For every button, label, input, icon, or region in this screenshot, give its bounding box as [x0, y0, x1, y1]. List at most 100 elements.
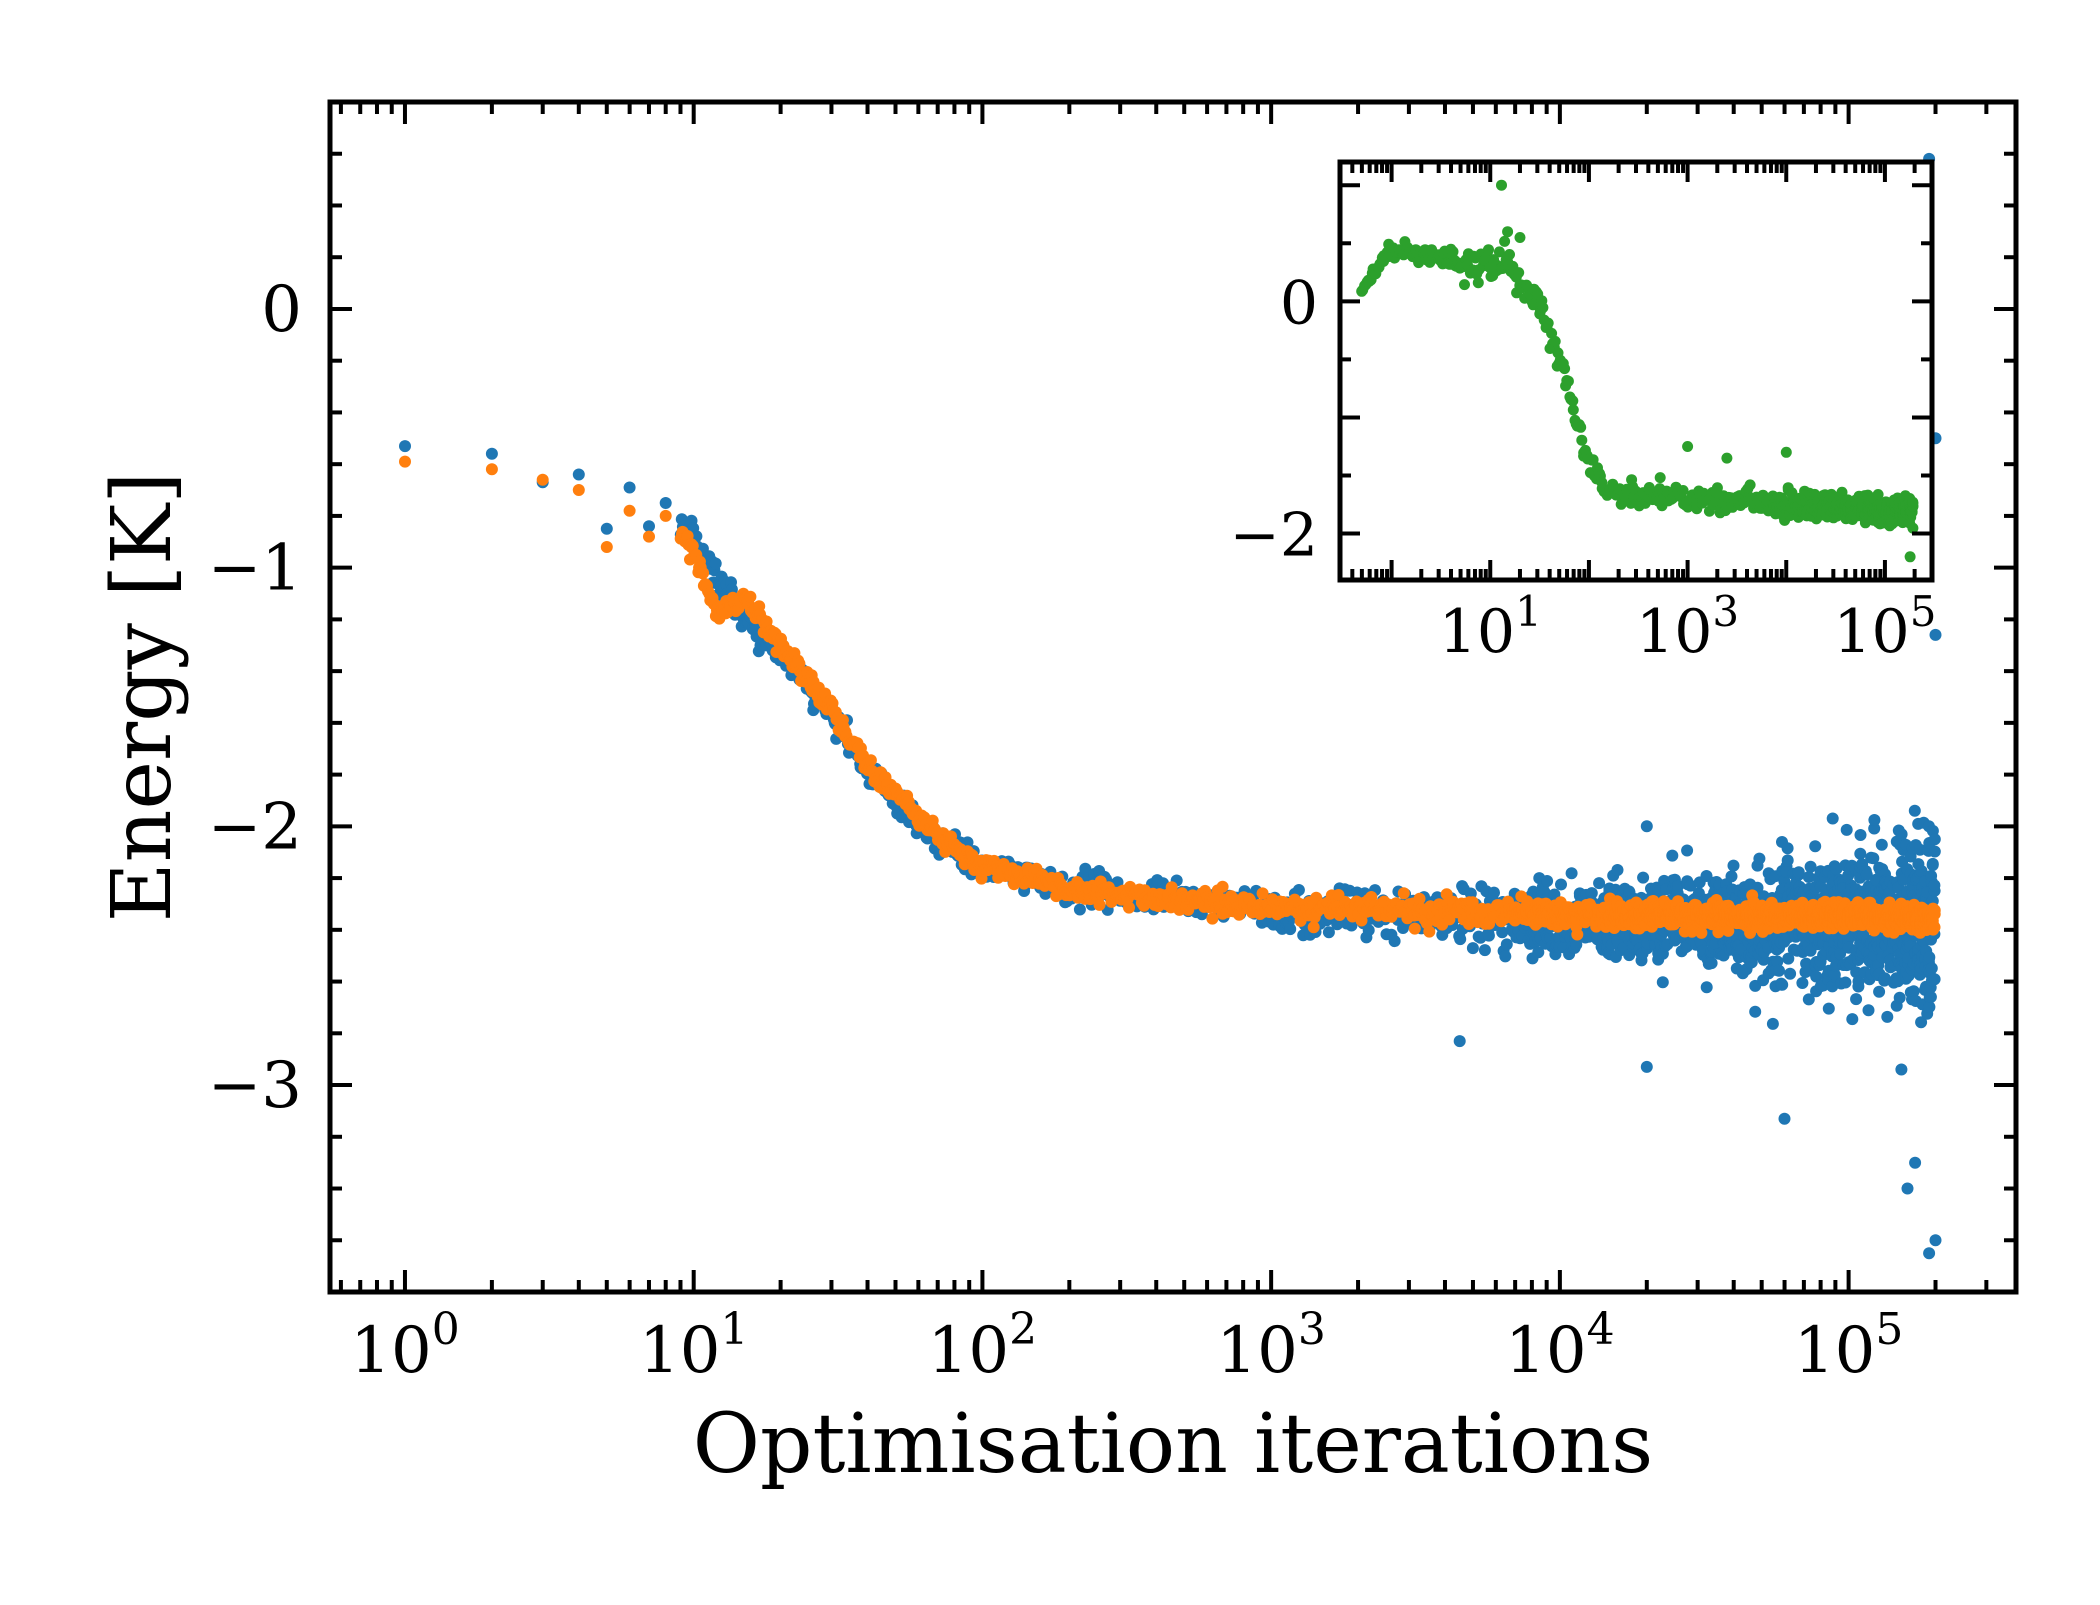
series-0-point: [1575, 422, 1586, 433]
series-0-point: [1473, 277, 1484, 288]
series-1-point: [486, 463, 498, 475]
series-1-point: [1414, 893, 1426, 905]
series-0-point: [1550, 336, 1561, 347]
series-0-point: [1499, 236, 1510, 247]
series-0-point: [1927, 859, 1939, 871]
series-0-point: [486, 448, 498, 460]
series-1-point: [1217, 881, 1229, 893]
series-0-point: [624, 482, 636, 494]
series-1-point: [573, 484, 585, 496]
series-0-point: [1854, 848, 1866, 860]
series-0-point: [1796, 977, 1808, 989]
y-tick-label: −3: [208, 1049, 302, 1123]
series-0-point: [1566, 867, 1578, 879]
series-0-point: [1868, 814, 1880, 826]
series-0-point: [1467, 942, 1479, 954]
series-0-point: [1074, 904, 1086, 916]
series-0-point: [1499, 950, 1511, 962]
series-0-point: [1537, 302, 1548, 313]
series-1-point: [624, 505, 636, 517]
series-0-point: [1926, 962, 1938, 974]
series-0-point: [1637, 872, 1649, 884]
series-0-point: [1728, 860, 1740, 872]
series-0-point: [1284, 923, 1296, 935]
series-0-point: [1666, 850, 1678, 862]
series-0-point: [1389, 935, 1401, 947]
series-0-outlier-point: [1902, 1183, 1914, 1195]
series-0-point: [1681, 845, 1693, 857]
series-0-point: [710, 558, 722, 570]
series-0-point: [601, 523, 613, 535]
series-0-point: [1479, 944, 1491, 956]
series-0-point: [1881, 1011, 1893, 1023]
series-1-point: [1206, 913, 1218, 925]
series-1-point: [601, 541, 613, 553]
series-0-point: [1454, 933, 1466, 945]
series-0-point: [1809, 840, 1821, 852]
series-0-point: [1483, 930, 1495, 942]
series-1-point: [1423, 926, 1435, 938]
series-1-point: [399, 456, 411, 468]
series-0-point: [1657, 976, 1669, 988]
series-0-point: [1363, 924, 1375, 936]
series-0-outlier-point: [1923, 1247, 1935, 1259]
series-0-point: [1846, 1013, 1858, 1025]
series-0-outlier-point: [1930, 1234, 1942, 1246]
series-1-point: [1409, 923, 1421, 935]
series-0-outlier-point: [1454, 1035, 1466, 1047]
series-0-point: [1488, 887, 1500, 899]
series-0-point: [1876, 839, 1888, 851]
series-0-point: [1841, 824, 1853, 836]
series-1-point: [697, 567, 709, 579]
series-0-point: [1873, 986, 1885, 998]
series-0-point: [1612, 864, 1624, 876]
series-0-point: [1923, 951, 1935, 963]
series-0-point: [1576, 435, 1587, 446]
series-0-point: [1784, 968, 1796, 980]
y-axis-title: Energy [K]: [95, 472, 190, 923]
series-1-point: [1929, 921, 1941, 933]
series-0-point: [1513, 267, 1524, 278]
series-0-point: [1749, 1006, 1761, 1018]
series-0-point: [1827, 813, 1839, 825]
series-0-point: [1776, 979, 1788, 991]
series-1-point: [537, 474, 549, 486]
series-1-point: [643, 531, 655, 543]
series-0-point: [399, 440, 411, 452]
series-0-point: [1909, 805, 1921, 817]
series-0-point: [573, 469, 585, 481]
series-0-point: [1543, 318, 1554, 329]
series-0-point: [1839, 977, 1851, 989]
x-axis-title: Optimisation iterations: [693, 1397, 1654, 1492]
series-0-point: [1593, 877, 1605, 889]
series-0-point: [1568, 404, 1579, 415]
series-1-point: [1094, 899, 1106, 911]
series-0-point: [1852, 981, 1864, 993]
series-0-outlier-point: [1641, 820, 1653, 832]
series-1-point: [865, 754, 877, 766]
series-0-point: [1559, 363, 1570, 374]
series-0-point: [1850, 993, 1862, 1005]
series-0-point: [1504, 249, 1515, 260]
series-0-point: [1483, 244, 1494, 255]
series-0-point: [1929, 846, 1941, 858]
series-0-point: [1563, 376, 1574, 387]
series-0-point: [1726, 870, 1738, 882]
series-0-point: [1928, 879, 1940, 891]
series-0-point: [1894, 992, 1906, 1004]
series-1-point: [744, 591, 756, 603]
series-0-point: [1745, 479, 1756, 490]
series-0-point: [643, 520, 655, 532]
series-0-point: [1767, 1018, 1779, 1030]
y-tick-label: −1: [208, 532, 302, 606]
series-1-point: [660, 510, 672, 522]
series-1-point: [1571, 929, 1583, 941]
series-0-outlier-point: [1641, 1061, 1653, 1073]
series-0-point: [660, 497, 672, 509]
series-0-point: [1782, 854, 1794, 866]
series-0-point: [1895, 1064, 1907, 1076]
series-0-outlier-point: [1779, 1113, 1791, 1125]
series-0-point: [1782, 842, 1794, 854]
